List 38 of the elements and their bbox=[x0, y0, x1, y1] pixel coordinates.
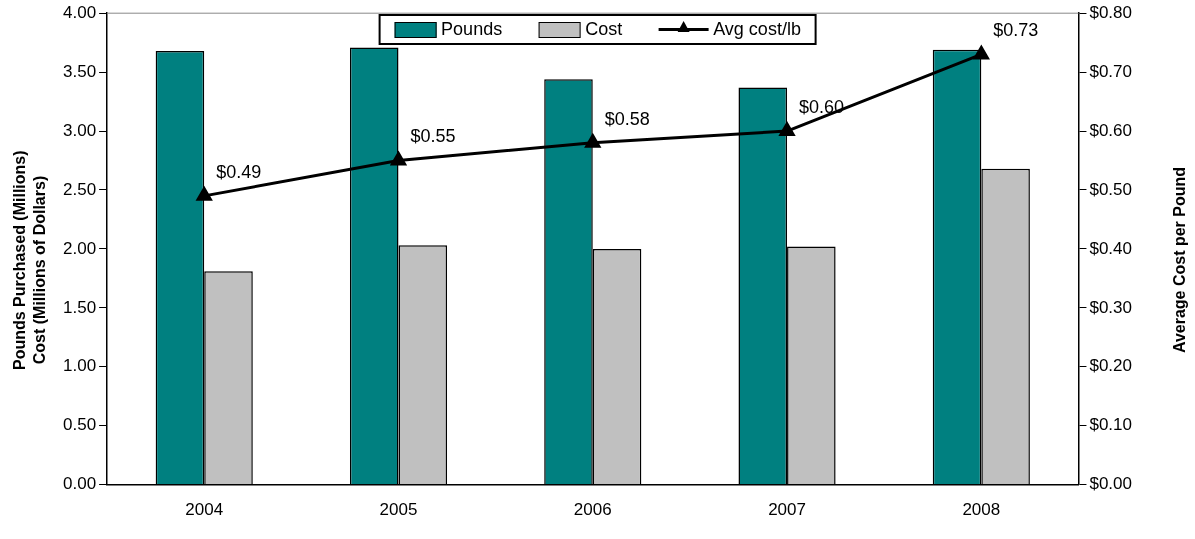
data-label: $0.55 bbox=[410, 126, 456, 147]
x-tick-label: 2008 bbox=[962, 500, 1001, 520]
y2-tick-label: $0.20 bbox=[1089, 356, 1133, 376]
y-axis-title: Pounds Purchased (Millions) Cost (Millions of Dollars) bbox=[10, 150, 49, 370]
y2-tick-label: $0.60 bbox=[1089, 120, 1133, 140]
y-tick-label: 1.00 bbox=[62, 356, 97, 376]
data-label: $0.58 bbox=[604, 108, 650, 129]
point bbox=[585, 134, 601, 148]
y-tick-label: 2.00 bbox=[62, 238, 97, 258]
y2-tick-label: $0.00 bbox=[1089, 474, 1133, 494]
y2-tick-label: $0.50 bbox=[1089, 179, 1133, 199]
y-tick-label: 4.00 bbox=[62, 2, 97, 22]
legend-label: Avg cost/lb bbox=[713, 19, 801, 40]
data-label: $0.60 bbox=[799, 97, 845, 118]
y2-tick-label: $0.10 bbox=[1089, 415, 1133, 435]
y2-axis-title: Average Cost per Pound bbox=[1170, 165, 1189, 356]
y-tick-label: 0.50 bbox=[62, 415, 97, 435]
y2-tick-label: $0.30 bbox=[1089, 297, 1133, 317]
data-label: $0.49 bbox=[216, 161, 262, 182]
y2-tick-label: $0.70 bbox=[1089, 61, 1133, 81]
y-tick-label: 0.00 bbox=[62, 474, 97, 494]
point bbox=[196, 187, 212, 201]
x-tick-label: 2005 bbox=[379, 500, 418, 520]
x-tick-label: 2004 bbox=[185, 500, 224, 520]
y-tick-label: 2.50 bbox=[62, 179, 97, 199]
point bbox=[390, 152, 407, 166]
y2-tick-label: $0.80 bbox=[1089, 2, 1133, 22]
data-label: $0.73 bbox=[993, 20, 1039, 41]
y-tick-label: 3.00 bbox=[62, 120, 97, 140]
y-tick-label: 3.50 bbox=[62, 61, 97, 81]
x-tick-label: 2006 bbox=[573, 500, 612, 520]
y2-tick-label: $0.40 bbox=[1089, 238, 1133, 258]
y-tick-label: 1.50 bbox=[62, 297, 97, 317]
point bbox=[973, 45, 989, 60]
point bbox=[779, 122, 795, 137]
x-tick-label: 2007 bbox=[768, 500, 806, 520]
legend-label: Cost bbox=[585, 19, 623, 40]
legend-label: Pounds bbox=[441, 19, 503, 40]
